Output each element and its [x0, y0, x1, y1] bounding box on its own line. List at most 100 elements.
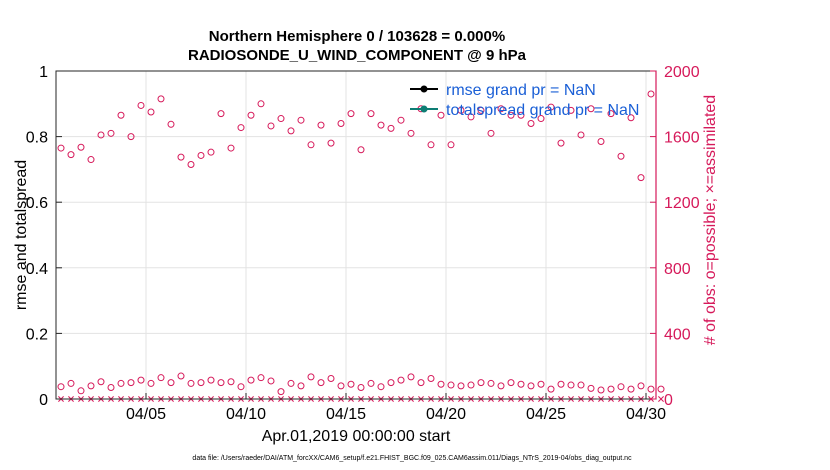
obs-possible-point: [257, 374, 265, 382]
obs-possible-point: [247, 111, 255, 119]
obs-possible-point: [547, 385, 555, 393]
obs-possible-point: [107, 384, 115, 392]
obs-possible-point: [607, 110, 615, 118]
obs-possible-point: [587, 105, 595, 113]
obs-possible-point: [527, 119, 535, 127]
y-left-tick-label: 0.2: [26, 326, 48, 343]
obs-possible-point: [307, 141, 315, 149]
obs-possible-point: [297, 382, 305, 390]
obs-possible-point: [357, 146, 365, 154]
obs-possible-point: [417, 379, 425, 387]
obs-possible-point: [217, 379, 225, 387]
obs-possible-point: [127, 379, 135, 387]
obs-possible-point: [627, 385, 635, 393]
legend: rmse grand pr = NaN totalspread grand pr…: [410, 82, 639, 119]
obs-possible-point: [397, 116, 405, 124]
obs-possible-point: [177, 372, 185, 380]
y-axis-label-right: # of obs: o=possible; ×=assimilated: [702, 95, 719, 345]
obs-possible-point: [507, 379, 515, 387]
obs-possible-point: [537, 115, 545, 123]
x-tick-label: 04/15: [326, 406, 366, 423]
obs-possible-point: [187, 379, 195, 387]
obs-possible-point: [187, 160, 195, 168]
obs-possible-point: [207, 148, 215, 156]
obs-possible-point: [257, 100, 265, 108]
obs-possible-point: [297, 116, 305, 124]
grid-layer: [56, 71, 656, 399]
obs-possible-point: [337, 119, 345, 127]
obs-possible-point: [277, 388, 285, 396]
obs-possible-point: [77, 143, 85, 151]
x-tick-label: 04/10: [226, 406, 266, 423]
obs-possible-point: [377, 121, 385, 129]
obs-possible-point: [567, 106, 575, 114]
obs-possible-point: [627, 114, 635, 122]
obs-possible-point: [577, 381, 585, 389]
obs-possible-point: [267, 377, 275, 385]
obs-possible-point: [267, 122, 275, 130]
obs-possible-point: [517, 380, 525, 388]
obs-possible-point: [527, 382, 535, 390]
y-left-tick-label: 0.4: [26, 261, 48, 278]
obs-possible-point: [117, 379, 125, 387]
obs-possible-point: [427, 375, 435, 382]
tick-layer: 04/05 04/10 04/15 04/20 04/25 04/3000.20.40.6…: [26, 64, 700, 423]
obs-possible-point: [87, 382, 95, 390]
y-left-tick-label: 0.6: [26, 195, 48, 212]
obs-possible-point: [237, 124, 245, 132]
obs-possible-point: [457, 106, 465, 114]
obs-possible-point: [347, 380, 355, 388]
obs-possible-point: [617, 383, 625, 391]
obs-possible-point: [97, 131, 105, 139]
obs-possible-point: [157, 374, 165, 382]
obs-possible-point: [567, 381, 575, 389]
obs-possible-point: [607, 385, 615, 393]
obs-possible-point: [337, 382, 345, 390]
obs-possible-point: [467, 381, 475, 389]
obs-possible-point: [647, 385, 655, 393]
chart-title-line1: Northern Hemisphere 0 / 103628 = 0.000%: [209, 28, 505, 45]
footnote: data file: /Users/raeder/DAI/ATM_forcXX/…: [192, 455, 632, 462]
obs-possible-point: [617, 152, 625, 160]
y-left-tick-label: 0.8: [26, 130, 48, 147]
obs-possible-point: [547, 103, 555, 111]
obs-possible-point: [137, 376, 145, 384]
obs-possible-point: [437, 111, 445, 119]
obs-possible-point: [377, 383, 385, 391]
obs-possible-point: [277, 115, 285, 123]
obs-possible-point: [87, 156, 95, 164]
obs-possible-point: [597, 138, 605, 146]
x-tick-label: 04/30: [626, 406, 666, 423]
obs-possible-point: [327, 375, 335, 382]
obs-possible-point: [227, 144, 235, 152]
obs-possible-point: [477, 106, 485, 114]
legend-rmse-label: rmse grand pr = NaN: [446, 82, 596, 99]
obs-possible-point: [447, 141, 455, 149]
obs-possible-point: [407, 373, 415, 381]
obs-possible-point: [657, 385, 665, 393]
obs-possible-point: [347, 110, 355, 118]
y-right-tick-label: 1600: [664, 130, 700, 147]
obs-possible-point: [537, 380, 545, 388]
obs-possible-point: [467, 113, 475, 121]
obs-possible-point: [447, 381, 455, 389]
y-right-tick-label: 0: [664, 392, 673, 409]
obs-possible-point: [647, 90, 655, 98]
obs-possible-point: [597, 386, 605, 394]
obs-possible-point: [357, 384, 365, 392]
obs-possible-point: [487, 129, 495, 137]
obs-possible-point: [217, 110, 225, 118]
x-axis-label: Apr.01,2019 00:00:00 start: [262, 428, 451, 445]
y-right-tick-label: 800: [664, 261, 691, 278]
obs-possible-point: [97, 378, 105, 386]
obs-possible-point: [317, 379, 325, 387]
x-tick-label: 04/20: [426, 406, 466, 423]
legend-spread-label: totalspread grand pr = NaN: [446, 102, 639, 119]
legend-spread-marker: [420, 105, 428, 113]
obs-possible-point: [327, 139, 335, 147]
obs-possible-point: [307, 373, 315, 381]
obs-possible-point: [207, 376, 215, 384]
obs-possible-point: [167, 379, 175, 387]
obs-possible-point: [637, 382, 645, 390]
